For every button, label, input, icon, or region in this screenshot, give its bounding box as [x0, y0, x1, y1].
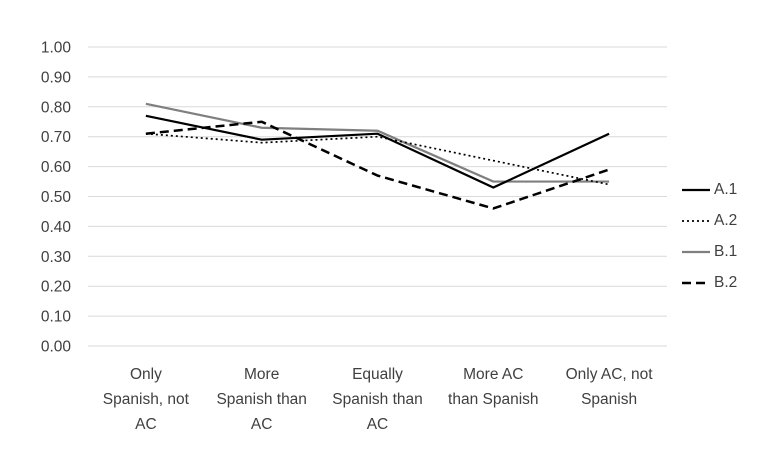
legend-label: B.2: [714, 273, 738, 291]
legend-label: A.1: [714, 180, 738, 198]
y-axis-tick-label: 0.10: [41, 309, 72, 326]
legend-item-a2: A.2: [681, 205, 737, 236]
y-axis-tick-label: 1.00: [41, 40, 72, 57]
x-axis-category-label: More AC than Spanish: [428, 362, 558, 412]
x-axis-label-line: AC: [366, 416, 389, 433]
x-axis-label-line: than Spanish: [448, 391, 539, 408]
y-axis-tick-label: 0.90: [41, 69, 72, 86]
legend-item-b2: B.2: [681, 267, 737, 298]
legend-item-a1: A.1: [681, 174, 737, 205]
legend-label: B.1: [714, 242, 738, 260]
y-axis-tick-label: 0.40: [41, 219, 72, 236]
legend-line-sample: [682, 219, 710, 222]
x-axis-category-label: Only AC, not Spanish: [544, 362, 674, 412]
y-axis-tick-label: 0.30: [41, 249, 72, 266]
legend-line-sample: [682, 188, 710, 191]
legend-line-sample: [682, 250, 710, 253]
y-axis-tick-label: 0.20: [41, 279, 72, 296]
x-axis-label-line: Spanish than: [216, 391, 307, 408]
x-axis-label-line: Only AC, not: [565, 366, 653, 383]
x-axis-label-line: Spanish, not: [102, 391, 189, 408]
x-axis-label-line: AC: [250, 416, 273, 433]
x-axis-label-line: Spanish: [581, 391, 638, 408]
series-line-A.2: [145, 132, 610, 186]
y-axis-tick-label: 0.60: [41, 159, 72, 176]
y-axis-tick-label: 0.00: [41, 339, 72, 356]
legend-item-b1: B.1: [681, 236, 737, 267]
series-line-B.2: [145, 120, 610, 210]
x-axis-label-line: More: [244, 366, 280, 383]
legend-line-sample: [682, 281, 710, 284]
x-axis-label-line: Equally: [352, 366, 403, 383]
legend-label: A.2: [714, 211, 738, 229]
x-axis-category-label: More Spanish than AC: [197, 362, 327, 437]
x-axis-label-line: Spanish than: [332, 391, 423, 408]
x-axis-category-label: Only Spanish, not AC: [81, 362, 211, 437]
x-axis-category-label: Equally Spanish than AC: [313, 362, 443, 437]
x-axis-label-line: More AC: [463, 366, 524, 383]
series-line-B.1: [145, 102, 610, 183]
legend: A.1 A.2 B.1 B.2: [681, 174, 737, 298]
y-axis-tick-label: 0.50: [41, 189, 72, 206]
y-axis-tick-label: 0.70: [41, 129, 72, 146]
series-line-A.1: [145, 114, 610, 189]
x-axis-label-line: AC: [135, 416, 157, 433]
x-axis-label-line: Only: [129, 366, 162, 383]
y-axis-tick-label: 0.80: [41, 99, 72, 116]
